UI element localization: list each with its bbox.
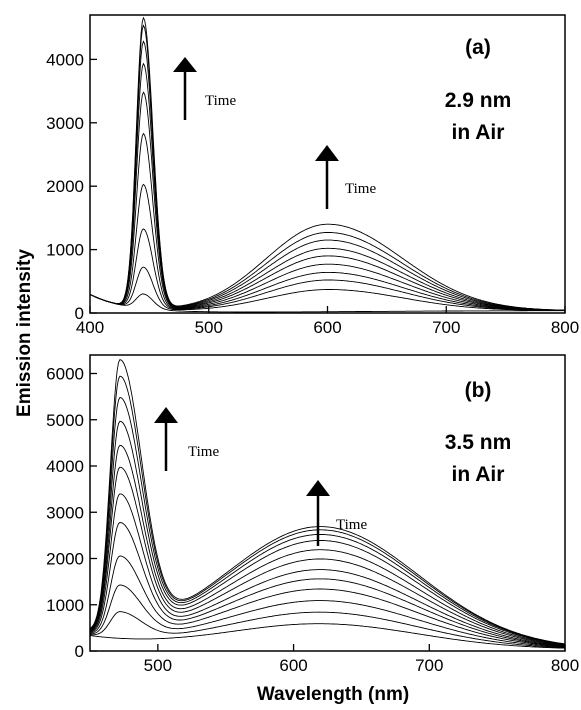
panel-a-y-tick-label-0: 0 [75,304,84,323]
panel-b-spectrum-curve-12 [89,359,566,645]
panel-b-time-arrow-2 [306,480,330,546]
panel-a-x-tick-label-800: 800 [551,318,579,337]
panel-b-spectrum-curve-10 [89,396,566,645]
panel-b-spectrum-curve-2 [89,611,566,649]
panel-a-y-ticks: 0 1000 2000 3000 4000 [46,50,97,323]
panel-b: 500 600 700 800 0 1000 2000 3000 4000 5000 6000 (… [46,354,579,675]
panel-b-spectrum-curve-8 [89,444,566,646]
panel-a-x-tick-label-600: 600 [313,318,341,337]
panel-a: 400 500 600 700 800 0 1000 2000 3000 4000 (a) 2.… [46,14,579,337]
panel-b-frame [89,354,566,652]
panel-a-curves [89,16,566,313]
panel-b-annotation-line-1: 3.5 nm [445,431,512,454]
panel-b-x-ticks: 500 600 700 800 [144,644,579,675]
panel-a-spectrum-curve-6 [89,91,566,311]
panel-b-spectrum-curve-6 [89,493,566,647]
panel-a-y-tick-label-3000: 3000 [46,114,84,133]
panel-b-y-tick-label-6000: 6000 [46,365,84,384]
panel-a-spectrum-curve-4 [89,183,566,311]
panel-a-x-ticks: 400 500 600 700 800 [76,306,579,337]
panel-a-time-arrow-2 [315,145,339,209]
panel-b-time-arrow-1 [154,407,178,471]
panel-b-spectrum-curve-4 [89,555,566,648]
x-axis-title: Wavelength (nm) [257,684,409,705]
panel-a-y-tick-label-2000: 2000 [46,177,84,196]
panel-b-y-tick-label-2000: 2000 [46,550,84,569]
panel-a-annotation-line-2: in Air [452,121,505,144]
panel-a-spectrum-curve-3 [89,228,565,311]
panel-a-x-tick-label-700: 700 [432,318,460,337]
panel-b-y-tick-label-1000: 1000 [46,596,84,615]
panel-b-curves [89,359,566,649]
panel-b-spectrum-curve-5 [89,522,566,647]
panel-b-annotation-line-2: in Air [452,463,505,486]
panel-b-spectrum-curve-11 [89,375,566,645]
panel-a-x-tick-label-500: 500 [195,318,223,337]
panel-b-y-tick-label-3000: 3000 [46,503,84,522]
panel-a-spectrum-curve-5 [89,132,565,311]
panel-a-spectrum-curve-10 [89,16,566,311]
panel-a-y-tick-label-4000: 4000 [46,50,84,69]
panel-a-y-tick-label-1000: 1000 [46,241,84,260]
panel-b-time-label-1: Time [188,444,219,460]
panel-b-time-label-2: Time [336,517,367,533]
panel-b-x-tick-label-800: 800 [551,656,579,675]
panel-b-x-tick-label-500: 500 [144,656,172,675]
panel-b-y-tick-label-0: 0 [75,642,84,661]
panel-b-y-ticks: 0 1000 2000 3000 4000 5000 6000 [46,365,97,661]
panel-b-spectrum-curve-9 [89,420,566,645]
panel-a-spectrum-curve-2 [89,266,565,312]
panel-a-time-label-2: Time [345,181,376,197]
panel-b-x-tick-label-700: 700 [415,656,443,675]
panel-b-x-tick-label-600: 600 [279,656,307,675]
panel-b-spectrum-curve-7 [89,466,566,646]
panel-a-time-label-1: Time [205,93,236,109]
panel-a-annotation-line-1: 2.9 nm [445,89,512,112]
panel-b-spectrum-curve-3 [90,584,566,648]
panel-b-y-tick-label-5000: 5000 [46,411,84,430]
y-axis-title: Emission intensity [14,249,35,417]
panel-a-time-arrow-1 [173,57,197,120]
panel-a-x-tick-label-400: 400 [76,318,104,337]
panel-a-label: (a) [465,36,491,59]
panel-b-spectrum-curve-1 [89,623,566,649]
panel-b-label: (b) [465,379,492,402]
panel-b-y-tick-label-4000: 4000 [46,457,84,476]
